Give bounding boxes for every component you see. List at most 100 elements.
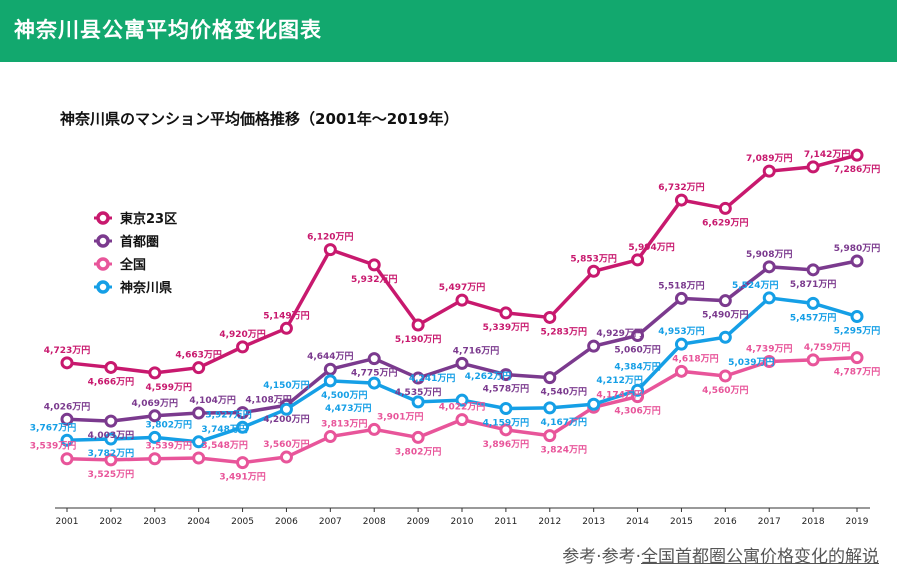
data-label: 4,108万円 — [245, 395, 291, 406]
series-0 — [60, 148, 864, 380]
data-point — [148, 366, 162, 380]
data-label: 4,159万円 — [483, 418, 529, 429]
data-point — [104, 432, 118, 446]
chart-title: 神奈川県のマンション平均価格推移（2001年〜2019年） — [60, 110, 459, 128]
x-tick-label: 2012 — [538, 517, 561, 527]
page-title: 神奈川县公寓平均价格变化图表 — [14, 18, 322, 42]
data-point — [718, 201, 732, 215]
x-tick-label: 2002 — [99, 517, 122, 527]
data-label: 3,539万円 — [146, 441, 192, 452]
data-label: 5,295万円 — [834, 325, 880, 336]
x-tick-label: 2011 — [494, 517, 517, 527]
series-2 — [60, 351, 864, 470]
x-tick-label: 2003 — [143, 517, 166, 527]
data-point — [367, 352, 381, 366]
data-point — [236, 406, 250, 420]
data-point — [806, 353, 820, 367]
x-tick-label: 2018 — [802, 517, 825, 527]
data-point — [762, 164, 776, 178]
data-label: 4,174万円 — [596, 389, 642, 400]
data-point — [148, 409, 162, 423]
data-point — [674, 337, 688, 351]
x-tick-label: 2008 — [363, 517, 386, 527]
footer-link[interactable]: 全国首都圈公寓价格变化的解说 — [641, 547, 879, 567]
x-tick-label: 2015 — [670, 517, 693, 527]
data-labels: 4,723万円 4,666万円 4,599万円 4,663万円 4,920万円 5,149… — [30, 149, 880, 483]
data-point — [455, 293, 469, 307]
data-label: 4,723万円 — [44, 345, 90, 356]
x-tick-label: 2010 — [451, 517, 474, 527]
data-point — [323, 362, 337, 376]
data-label: 4,069万円 — [132, 398, 178, 409]
data-point — [367, 422, 381, 436]
data-label: 4,578万円 — [483, 384, 529, 395]
data-label: 4,473万円 — [325, 403, 371, 414]
data-label: 3,802万円 — [146, 419, 192, 430]
data-point — [323, 243, 337, 257]
data-label: 5,908万円 — [746, 249, 792, 260]
data-label: 3,802万円 — [395, 446, 441, 457]
legend-label: 神奈川県 — [120, 280, 172, 296]
data-point — [543, 371, 557, 385]
data-label: 5,339万円 — [483, 322, 529, 333]
x-tick-label: 2016 — [714, 517, 737, 527]
data-point — [718, 369, 732, 383]
data-label: 5,518万円 — [658, 280, 704, 291]
series-line — [66, 153, 858, 375]
data-label: 4,535万円 — [395, 387, 441, 398]
data-label: 4,384万円 — [614, 361, 660, 372]
data-point — [674, 291, 688, 305]
data-point — [104, 360, 118, 374]
data-point — [148, 430, 162, 444]
data-label: 3,782万円 — [88, 448, 134, 459]
data-label: 4,739万円 — [746, 344, 792, 355]
legend-label: 全国 — [119, 257, 146, 273]
data-label: 6,629万円 — [702, 217, 748, 228]
legend-label: 東京23区 — [120, 211, 177, 227]
data-point — [762, 291, 776, 305]
data-point — [367, 258, 381, 272]
data-point — [850, 351, 864, 365]
data-point — [411, 318, 425, 332]
data-label: 3,548万円 — [201, 440, 247, 451]
legend-marker — [96, 257, 110, 271]
x-tick-label: 2017 — [758, 517, 781, 527]
data-point — [323, 430, 337, 444]
footer-prefix: 参考·参考· — [562, 547, 641, 567]
data-label: 4,929万円 — [596, 328, 642, 339]
data-label: 4,104万円 — [189, 395, 235, 406]
data-point — [587, 339, 601, 353]
data-point — [631, 329, 645, 343]
data-label: 4,200万円 — [263, 414, 309, 425]
legend-marker — [96, 211, 110, 225]
x-tick-label: 2004 — [187, 517, 210, 527]
data-point — [806, 263, 820, 277]
data-label: 3,491万円 — [219, 472, 265, 483]
data-point — [455, 356, 469, 370]
footer-reference: 参考·参考·全国首都圈公寓价格变化的解说 — [562, 542, 879, 567]
data-label: 3,927万円 — [205, 409, 251, 420]
data-label: 4,167万円 — [541, 417, 587, 428]
data-point — [543, 429, 557, 443]
data-point — [718, 294, 732, 308]
data-label: 7,089万円 — [746, 153, 792, 164]
data-point — [104, 453, 118, 467]
series-3 — [60, 291, 864, 449]
legend-marker — [96, 280, 110, 294]
data-label: 3,539万円 — [30, 441, 76, 452]
data-label: 4,953万円 — [658, 326, 704, 337]
data-point — [543, 310, 557, 324]
data-point — [455, 393, 469, 407]
data-label: 4,150万円 — [263, 380, 309, 391]
data-point — [60, 433, 74, 447]
data-point — [192, 406, 206, 420]
data-label: 3,813万円 — [321, 419, 367, 430]
data-label: 3,896万円 — [483, 439, 529, 450]
data-label: 5,524万円 — [732, 280, 778, 291]
data-label: 4,540万円 — [541, 387, 587, 398]
x-tick-label: 2009 — [407, 517, 430, 527]
data-point — [411, 430, 425, 444]
data-label: 5,060万円 — [614, 345, 660, 356]
data-label: 4,500万円 — [321, 390, 367, 401]
